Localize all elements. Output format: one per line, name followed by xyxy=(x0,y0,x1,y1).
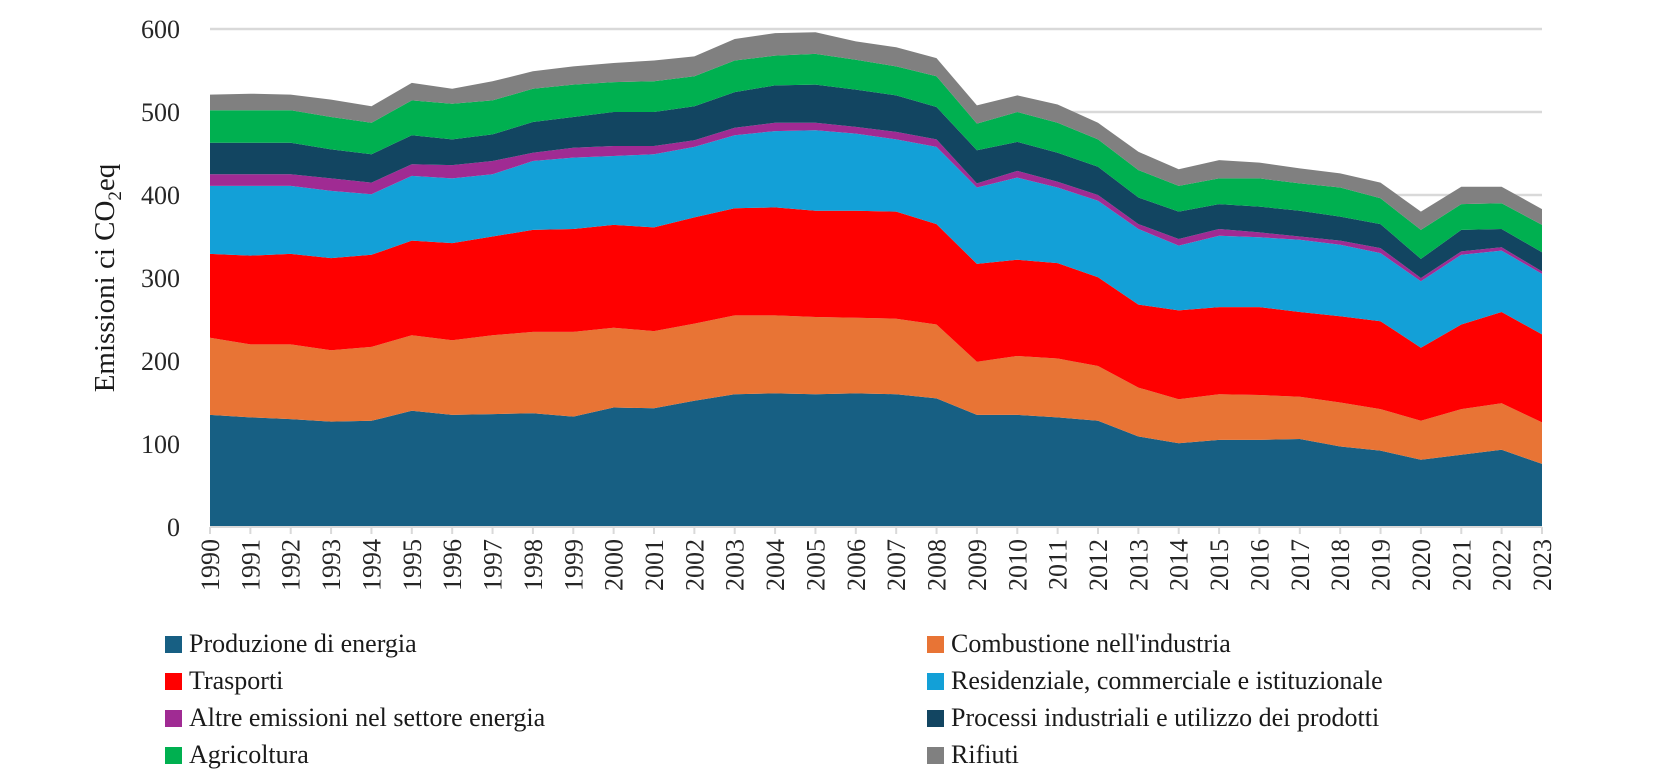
legend-swatch xyxy=(165,635,182,653)
y-axis-title: Emissioni ci CO2eq xyxy=(89,164,126,393)
area-residenziale-commerciale-e-istituzionale xyxy=(210,130,1542,348)
y-axis: 0 100 200 300 400 500 600 xyxy=(141,15,180,542)
legend-item: Processi industriali e utilizzo dei prod… xyxy=(927,703,1379,733)
x-tick-label: 2021 xyxy=(1447,539,1476,591)
y-tick-label: 0 xyxy=(167,513,180,542)
x-tick-label: 2004 xyxy=(761,539,790,591)
x-tick-label: 2022 xyxy=(1488,539,1517,591)
y-tick-label: 200 xyxy=(141,347,180,376)
x-tick-label: 2000 xyxy=(600,539,629,591)
x-tick-label: 1997 xyxy=(479,539,508,591)
area-agricoltura xyxy=(210,53,1542,259)
x-tick-label: 2007 xyxy=(882,539,911,591)
stacked-area-chart: 1990 1991 1992 1993 1994 1995 1996 1997 1998 1999… xyxy=(89,15,1557,591)
area-combustione-nell-industria xyxy=(210,315,1542,464)
x-tick-label: 1999 xyxy=(559,539,588,591)
x-tick-label: 2012 xyxy=(1084,539,1113,591)
legend-label: Processi industriali e utilizzo dei prod… xyxy=(951,703,1380,732)
x-tick-label: 2005 xyxy=(801,539,830,591)
y-tick-label: 300 xyxy=(141,264,180,293)
legend-swatch xyxy=(165,746,182,764)
x-tick-label: 2003 xyxy=(721,539,750,591)
legend-label: Agricoltura xyxy=(189,740,309,769)
y-tick-label: 600 xyxy=(141,15,180,44)
y-tick-label: 100 xyxy=(141,430,180,459)
x-tick-label: 2009 xyxy=(963,539,992,591)
legend-item: Agricoltura xyxy=(165,740,309,770)
legend-item: Trasporti xyxy=(165,666,283,696)
x-tick-label: 1998 xyxy=(519,539,548,591)
x-tick-label: 1993 xyxy=(317,539,346,591)
x-tick-label: 2001 xyxy=(640,539,669,591)
legend-item: Residenziale, commerciale e istituzional… xyxy=(927,666,1383,696)
legend-label: Combustione nell'industria xyxy=(951,629,1231,658)
x-tick-label: 1996 xyxy=(438,539,467,591)
x-tick-label: 1990 xyxy=(196,539,225,591)
legend-label: Residenziale, commerciale e istituzional… xyxy=(951,666,1383,695)
legend-label: Produzione di energia xyxy=(189,629,417,658)
area-processi-industriali-e-utilizzo-dei-prodotti xyxy=(210,84,1542,278)
legend-item: Rifiuti xyxy=(927,740,1019,770)
x-tick-label: 2008 xyxy=(923,539,952,591)
x-tick-label: 2017 xyxy=(1286,539,1315,591)
x-tick-label: 1995 xyxy=(398,539,427,591)
x-axis: 1990 1991 1992 1993 1994 1995 1996 1997 1998 1999… xyxy=(196,526,1557,591)
legend-swatch xyxy=(927,672,944,690)
y-axis-title-subscript: 2 xyxy=(105,191,126,201)
x-tick-label: 2013 xyxy=(1124,539,1153,591)
x-tick-label: 1991 xyxy=(236,539,265,591)
x-tick-label: 2014 xyxy=(1165,539,1194,591)
y-axis-title-main: Emissioni ci CO xyxy=(89,201,121,393)
x-tick-label: 2015 xyxy=(1205,539,1234,591)
x-tick-label: 2016 xyxy=(1245,539,1274,591)
legend-label: Altre emissioni nel settore energia xyxy=(189,703,546,732)
y-tick-label: 400 xyxy=(141,181,180,210)
x-tick-label: 1994 xyxy=(357,539,386,591)
x-tick-label: 2002 xyxy=(680,539,709,591)
area-series xyxy=(210,32,1542,527)
x-tick-label: 2006 xyxy=(842,539,871,591)
x-tick-label: 2010 xyxy=(1003,539,1032,591)
area-produzione-di-energia xyxy=(210,393,1542,527)
legend-swatch xyxy=(165,709,182,727)
x-tick-label: 2020 xyxy=(1407,539,1436,591)
legend-swatch xyxy=(165,672,182,690)
legend-swatch xyxy=(927,635,944,653)
y-tick-label: 500 xyxy=(141,98,180,127)
x-tick-label: 2019 xyxy=(1367,539,1396,591)
legend-item: Produzione di energia xyxy=(165,629,417,659)
x-tick-label: 2023 xyxy=(1528,539,1557,591)
legend-item: Combustione nell'industria xyxy=(927,629,1231,659)
x-tick-label: 2011 xyxy=(1044,539,1073,590)
legend-swatch xyxy=(927,709,944,727)
legend-label: Rifiuti xyxy=(951,740,1019,769)
legend-swatch xyxy=(927,746,944,764)
legend-item: Altre emissioni nel settore energia xyxy=(165,703,545,733)
x-tick-label: 2018 xyxy=(1326,539,1355,591)
area-rifiuti xyxy=(210,32,1542,230)
x-tick-label: 1992 xyxy=(277,539,306,591)
area-trasporti xyxy=(210,207,1542,423)
y-axis-title-tail: eq xyxy=(89,164,121,191)
legend-label: Trasporti xyxy=(189,666,284,695)
